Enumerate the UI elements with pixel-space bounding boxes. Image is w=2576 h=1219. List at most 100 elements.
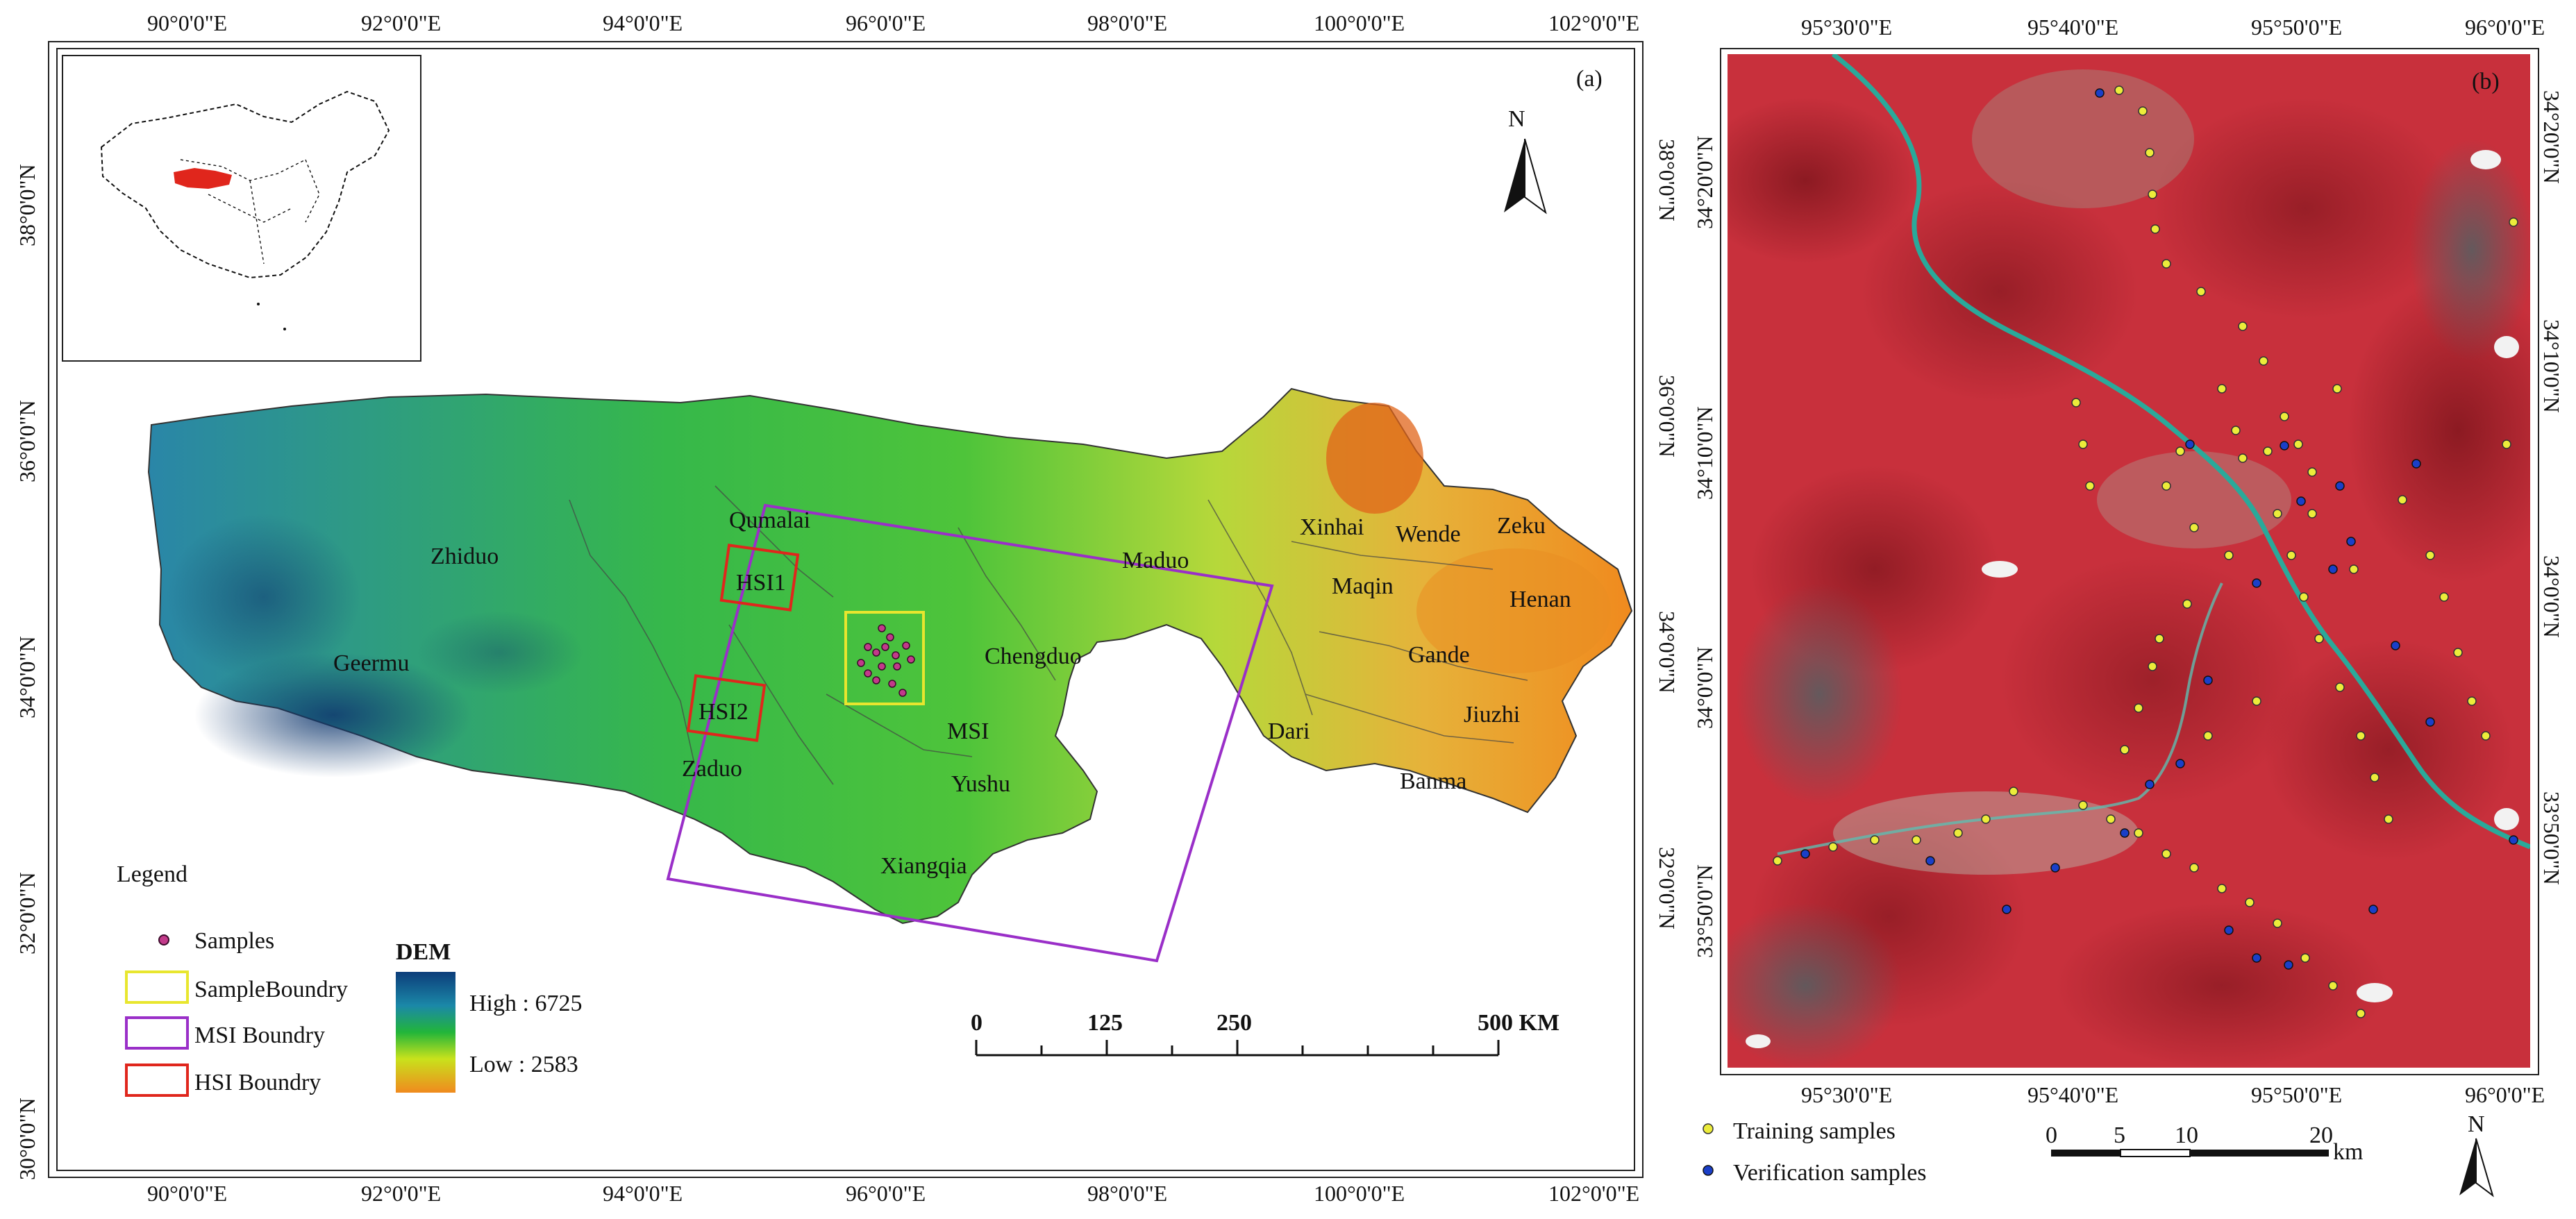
dem-high-label: High : 6725 — [469, 991, 582, 1016]
north-label: N — [1508, 106, 1525, 132]
training-sample-point — [2245, 898, 2255, 907]
training-sample-point — [2134, 828, 2143, 838]
training-sample-point — [2231, 426, 2241, 435]
training-sample-point — [2453, 648, 2463, 657]
place-names: Zhiduo Qumalai Maduo Xinhai Wende Zeku M… — [333, 507, 1571, 879]
place-zaduo: Zaduo — [682, 756, 742, 782]
dem-title: DEM — [396, 939, 451, 965]
lat-tick-label: 32°0'0"N — [1655, 847, 1680, 930]
verification-sample-point — [2335, 481, 2345, 491]
verification-sample-point — [2296, 496, 2306, 506]
training-sample-point — [2384, 814, 2393, 824]
lon-tick-label: 95°50'0"E — [2251, 15, 2342, 40]
legend-msi-label: MSI Boundry — [194, 1023, 325, 1048]
training-sample-point — [2293, 439, 2303, 449]
lon-tick-label: 95°50'0"E — [2251, 1082, 2342, 1107]
place-gande: Gande — [1408, 642, 1470, 668]
dem-highland-blob — [1326, 403, 1423, 514]
north-arrow-a: N — [1504, 106, 1547, 215]
verification-sample-point — [2203, 675, 2213, 685]
lon-tick-label: 96°0'0"E — [2465, 1082, 2545, 1107]
lon-tick-label: 95°30'0"E — [1801, 15, 1892, 40]
training-sample-point — [1953, 828, 1963, 838]
place-maqin: Maqin — [1332, 573, 1394, 599]
lat-tick-label: 36°0'0"N — [1655, 375, 1680, 457]
training-sample-point — [2114, 85, 2124, 95]
lat-tick-label: 34°10'0"N — [2539, 319, 2564, 413]
training-sample-point — [2009, 787, 2018, 796]
place-chengduo: Chengduo — [985, 644, 1082, 669]
training-sample-point — [2145, 148, 2155, 158]
legend-training-symbol — [1703, 1123, 1714, 1134]
training-sample-point — [2252, 696, 2261, 706]
lat-tick-label: 33°50'0"N — [2539, 791, 2564, 885]
hsi-boundary-2 — [686, 674, 767, 742]
dem-lowland-blob — [417, 611, 583, 694]
lon-tick-label: 102°0'0"E — [1548, 1181, 1639, 1206]
training-sample-point — [2106, 814, 2116, 824]
sample-point — [864, 643, 872, 651]
lon-tick-label: 92°0'0"E — [361, 10, 441, 35]
dem-lowland-blob — [194, 653, 472, 777]
dem-low-label: Low : 2583 — [469, 1052, 578, 1077]
scale-bar-b: 0 5 10 20 km — [2046, 1123, 2363, 1165]
training-sample-point — [2307, 509, 2317, 519]
legend-msi-swatch — [125, 1016, 189, 1050]
training-sample-point — [2155, 634, 2164, 644]
training-sample-point — [2148, 190, 2157, 199]
verification-sample-point — [2280, 441, 2289, 451]
scale-label: 125 — [1087, 1010, 1123, 1036]
panel-b: 95°30'0"E 95°40'0"E 95°50'0"E 96°0'0"E 9… — [1692, 15, 2564, 1197]
verification-sample-point — [2185, 439, 2195, 449]
place-banma: Banma — [1400, 768, 1466, 794]
north-arrow-left — [1504, 139, 1525, 212]
lon-tick-label: 100°0'0"E — [1314, 10, 1405, 35]
lat-tick-label: 34°10'0"N — [1692, 406, 1717, 500]
place-zhiduo: Zhiduo — [430, 544, 499, 569]
verification-sample-point — [2002, 905, 2012, 914]
lat-tick-label: 36°0'0"N — [15, 400, 40, 482]
training-sample-point — [2307, 467, 2317, 477]
verification-sample-point — [2224, 925, 2234, 935]
msi-boundary — [666, 503, 1274, 963]
verification-sample-point — [2411, 459, 2421, 469]
training-sample-point — [2263, 446, 2273, 456]
lat-tick-label: 34°0'0"N — [2539, 555, 2564, 638]
training-sample-point — [2138, 106, 2148, 116]
verification-sample-point — [1925, 856, 1935, 866]
sample-point — [892, 651, 900, 659]
training-sample-point — [2332, 384, 2342, 394]
verification-points — [1800, 88, 2518, 970]
sample-point — [907, 655, 915, 664]
lat-tick-label: 38°0'0"N — [1655, 139, 1680, 221]
place-xiangqia: Xiangqia — [880, 853, 967, 879]
legend-title: Legend — [117, 861, 187, 887]
sample-boundary — [844, 611, 925, 705]
training-sample-point — [2238, 321, 2248, 331]
place-qumalai: Qumalai — [729, 507, 810, 533]
river — [1831, 54, 2530, 850]
legend-b: Training samples Verification samples — [1703, 1118, 1927, 1186]
verification-sample-point — [2284, 960, 2293, 970]
lat-tick-label: 32°0'0"N — [15, 872, 40, 955]
lon-tick-label: 96°0'0"E — [846, 1181, 926, 1206]
training-sample-point — [2439, 592, 2449, 602]
training-sample-point — [2314, 634, 2324, 644]
training-sample-point — [2078, 800, 2088, 810]
training-sample-point — [2467, 696, 2477, 706]
scale-label: 250 — [1216, 1010, 1252, 1036]
lon-tick-label: 102°0'0"E — [1548, 10, 1639, 35]
panel-a-top-ticks: 90°0'0"E 92°0'0"E 94°0'0"E 96°0'0"E 98°0… — [147, 10, 1639, 35]
panel-a-tag: (a) — [1576, 66, 1603, 92]
training-sample-point — [2335, 682, 2345, 692]
training-sample-point — [2300, 953, 2310, 963]
training-sample-point — [2349, 564, 2359, 574]
training-sample-point — [2148, 662, 2157, 671]
label-hsi1: HSI1 — [736, 570, 786, 596]
label-hsi2: HSI2 — [699, 699, 748, 725]
lat-tick-label: 30°0'0"N — [15, 1098, 40, 1180]
training-sample-point — [2217, 384, 2227, 394]
lon-tick-label: 95°40'0"E — [2027, 1082, 2118, 1107]
scale-label: 0 — [2046, 1123, 2057, 1148]
verification-sample-point — [2346, 537, 2356, 546]
